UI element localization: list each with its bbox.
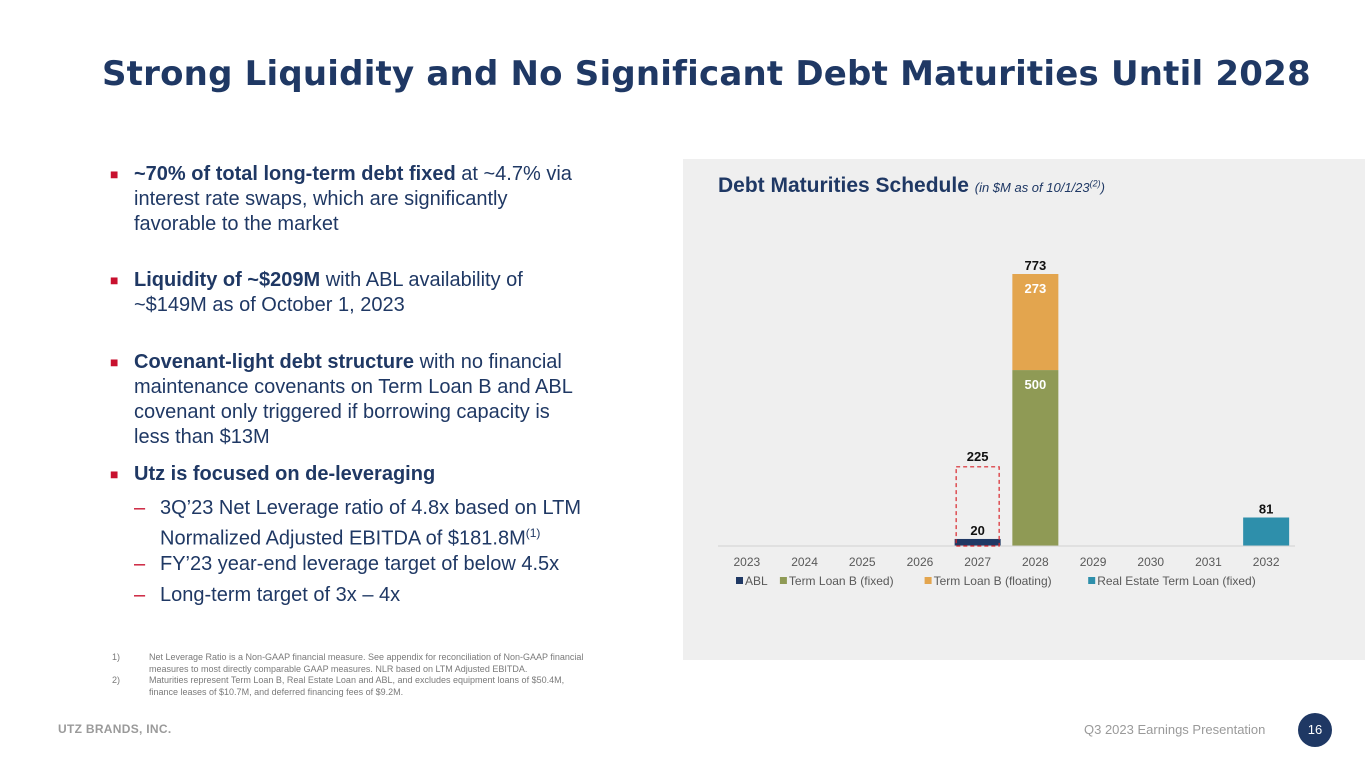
legend-label: ABL <box>745 574 768 588</box>
footnote-text: finance leases of $10.7M, and deferred f… <box>149 686 404 697</box>
total-label: 773 <box>1024 258 1046 273</box>
bullet-bold: Covenant-light debt structure <box>134 351 415 373</box>
footnote-1: 1) Net Leverage Ratio is a Non-GAAP fina… <box>112 652 652 675</box>
dash-marker: – <box>134 584 146 606</box>
page-number-badge: 16 <box>1298 713 1332 747</box>
dash-marker: – <box>134 553 146 575</box>
bullet-bold: Utz is focused on de-leveraging <box>134 463 436 485</box>
footer-company: UTZ BRANDS, INC. <box>58 722 172 736</box>
segment-label: 500 <box>1024 377 1046 392</box>
bullet-text: covenant only triggered if borrowing cap… <box>134 401 550 423</box>
x-tick-label: 2027 <box>964 555 991 569</box>
bullet-marker: ■ <box>110 354 119 370</box>
x-tick-label: 2026 <box>907 555 934 569</box>
bullet-bold: Liquidity of ~$209M <box>134 269 321 291</box>
footnote-text: Maturities represent Term Loan B, Real E… <box>149 675 565 685</box>
sub-bullet-long-term: – Long-term target of 3x – 4x <box>134 583 640 608</box>
legend-swatch <box>779 577 787 584</box>
x-tick-label: 2031 <box>1195 555 1222 569</box>
bullet-text: interest rate swaps, which are significa… <box>134 188 508 210</box>
legend-swatch <box>1088 577 1096 584</box>
x-tick-label: 2024 <box>791 555 818 569</box>
x-tick-label: 2032 <box>1253 555 1280 569</box>
chart-subtitle: (in $M as of 10/1/23(2)) <box>974 178 1105 195</box>
footer-presentation: Q3 2023 Earnings Presentation <box>1084 722 1266 737</box>
bullet-marker: ■ <box>110 466 119 482</box>
bar-real-estate-term-loan-fixed-2032 <box>1243 517 1290 546</box>
legend-label: Term Loan B (floating) <box>934 574 1052 588</box>
bullet-text: with no financial <box>414 351 562 373</box>
legend-label: Term Loan B (fixed) <box>789 574 894 588</box>
sub-bullet-fy23-target: – FY’23 year-end leverage target of belo… <box>134 552 640 577</box>
bullet-debt-fixed: ■ ~70% of total long-term debt fixed at … <box>110 162 654 237</box>
footnote-text: Net Leverage Ratio is a Non-GAAP financi… <box>149 652 584 662</box>
bullet-text: favorable to the market <box>134 213 339 235</box>
footnote-2: 2) Maturities represent Term Loan B, Rea… <box>112 675 652 698</box>
debt-maturities-chart: 225 500 273 20 773 81 2023 2024 2025 2026 2027 2028… <box>718 258 1295 588</box>
sub-bullet-text: FY’23 year-end leverage target of below … <box>160 553 560 575</box>
footnote-text: measures to most directly comparable GAA… <box>149 663 528 674</box>
dash-marker: – <box>134 497 146 519</box>
bullet-text: maintenance covenants on Term Loan B and… <box>134 376 573 398</box>
sub-bullet-text: Long-term target of 3x – 4x <box>160 584 401 606</box>
legend-swatch <box>736 577 743 584</box>
sub-bullet-text: 3Q’23 Net Leverage ratio of 4.8x based o… <box>160 497 581 519</box>
sub-bullet-text: Normalized Adjusted EBITDA of $181.8M <box>160 527 526 550</box>
x-tick-label: 2023 <box>733 555 760 569</box>
legend-label: Real Estate Term Loan (fixed) <box>1097 574 1256 588</box>
bullet-text: with ABL availability of <box>320 269 523 291</box>
annotation-dashed-box <box>955 466 1000 547</box>
bar-term-loan-b-fixed-2028 <box>1012 370 1059 546</box>
chart-title-text: Debt Maturities Schedule <box>718 174 969 197</box>
x-tick-label: 2029 <box>1080 555 1107 569</box>
bar-abl-2027 <box>954 538 1001 546</box>
segment-label: 273 <box>1024 281 1046 296</box>
total-label: 81 <box>1259 501 1273 516</box>
annotation-label: 225 <box>967 449 989 464</box>
bullet-liquidity: ■ Liquidity of ~$209M with ABL availabil… <box>110 268 654 318</box>
slide-title: Strong Liquidity and No Significant Debt… <box>102 54 1311 94</box>
chart-subtitle-text: (in $M as of 10/1/23 <box>974 180 1090 195</box>
bullet-marker: ■ <box>110 166 119 182</box>
bullet-covenant: ■ Covenant-light debt structure with no … <box>110 350 654 450</box>
bullet-marker: ■ <box>110 272 119 288</box>
footnote-ref: (1) <box>525 526 541 540</box>
x-tick-label: 2025 <box>849 555 876 569</box>
chart-title: Debt Maturities Schedule (in $M as of 10… <box>718 174 1105 198</box>
legend-swatch <box>924 577 932 584</box>
bullet-bold: ~70% of total long-term debt fixed <box>134 163 456 185</box>
footnote-number: 1) <box>112 652 121 662</box>
chart-subtitle-end: ) <box>1100 180 1105 195</box>
bullet-text: less than $13M <box>134 426 270 448</box>
bullet-deleveraging: ■ Utz is focused on de-leveraging <box>110 462 654 487</box>
x-tick-label: 2030 <box>1137 555 1164 569</box>
bullet-text: at ~4.7% via <box>455 163 572 185</box>
footnotes: 1) Net Leverage Ratio is a Non-GAAP fina… <box>112 652 652 698</box>
footnote-number: 2) <box>112 675 121 685</box>
total-label: 20 <box>970 523 984 538</box>
bar-term-loan-b-floating-2028 <box>1012 274 1059 371</box>
bullet-text: ~$149M as of October 1, 2023 <box>134 294 405 316</box>
x-tick-label: 2028 <box>1022 555 1049 569</box>
chart-subtitle-footnote-ref: (2) <box>1089 178 1101 189</box>
sub-bullet-net-leverage: – 3Q’23 Net Leverage ratio of 4.8x based… <box>134 496 640 552</box>
